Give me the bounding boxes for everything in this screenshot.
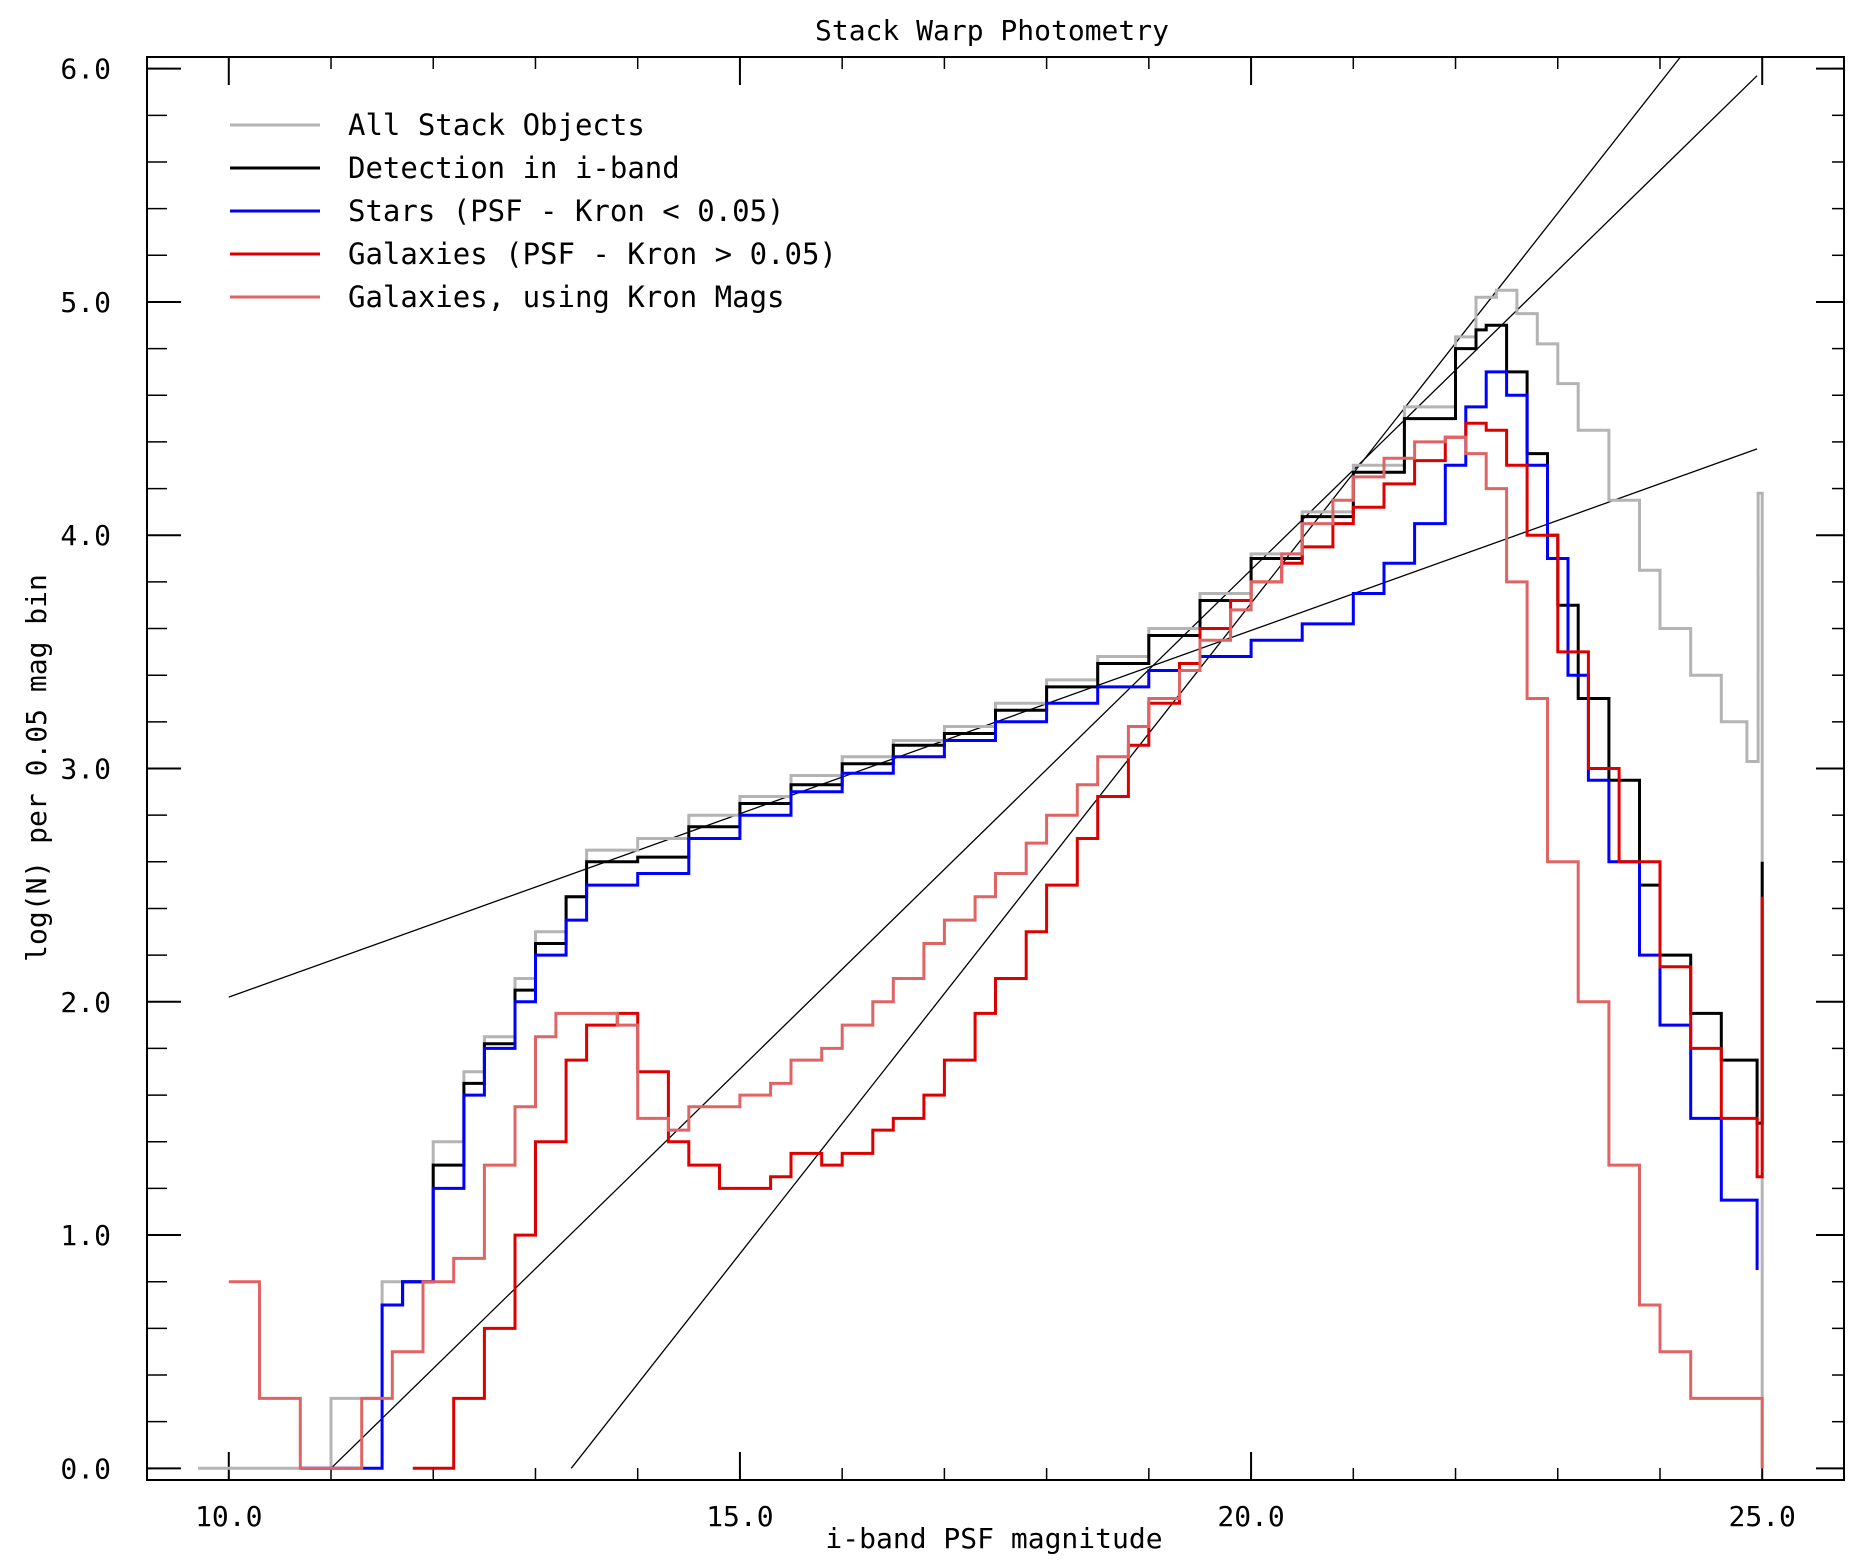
legend: All Stack Objects Detection in i-band Star… bbox=[230, 108, 837, 314]
chart-title: Stack Warp Photometry bbox=[815, 14, 1169, 47]
x-axis-ticks: 10.0 15.0 20.0 25.0 bbox=[195, 57, 1796, 1533]
y-tick-label: 3.0 bbox=[60, 753, 111, 786]
fit-line-medium bbox=[330, 75, 1758, 1469]
legend-label-5: Galaxies, using Kron Mags bbox=[348, 280, 785, 314]
y-tick-label: 5.0 bbox=[60, 286, 111, 319]
x-tick-label: 20.0 bbox=[1217, 1500, 1284, 1533]
legend-label-4: Galaxies (PSF - Kron > 0.05) bbox=[348, 237, 837, 271]
legend-label-1: All Stack Objects bbox=[348, 108, 645, 142]
y-tick-label: 1.0 bbox=[60, 1219, 111, 1252]
x-tick-label: 10.0 bbox=[195, 1500, 262, 1533]
y-axis-label: log(N) per 0.05 mag bin bbox=[20, 574, 53, 962]
y-tick-label: 2.0 bbox=[60, 986, 111, 1019]
legend-label-3: Stars (PSF - Kron < 0.05) bbox=[348, 194, 785, 228]
series-line-5 bbox=[228, 435, 1764, 1470]
x-tick-label: 15.0 bbox=[706, 1500, 773, 1533]
x-tick-label: 25.0 bbox=[1728, 1500, 1795, 1533]
y-axis-ticks: 0.0 1.0 2.0 3.0 4.0 5.0 6.0 bbox=[60, 53, 1844, 1485]
series-line-3 bbox=[300, 370, 1759, 1470]
plot-area: 10.0 15.0 20.0 25.0 0.0 1.0 2.0 3.0 4.0 5.0 6.0 bbox=[60, 53, 1845, 1533]
x-axis-label: i-band PSF magnitude bbox=[825, 1522, 1162, 1555]
series-line-4 bbox=[412, 421, 1764, 1470]
legend-label-2: Detection in i-band bbox=[348, 151, 680, 185]
series-lines bbox=[198, 288, 1764, 1470]
fit-line-shallow bbox=[228, 448, 1758, 998]
y-tick-label: 4.0 bbox=[60, 519, 111, 552]
y-tick-label: 6.0 bbox=[60, 53, 111, 86]
y-tick-label: 0.0 bbox=[60, 1452, 111, 1485]
